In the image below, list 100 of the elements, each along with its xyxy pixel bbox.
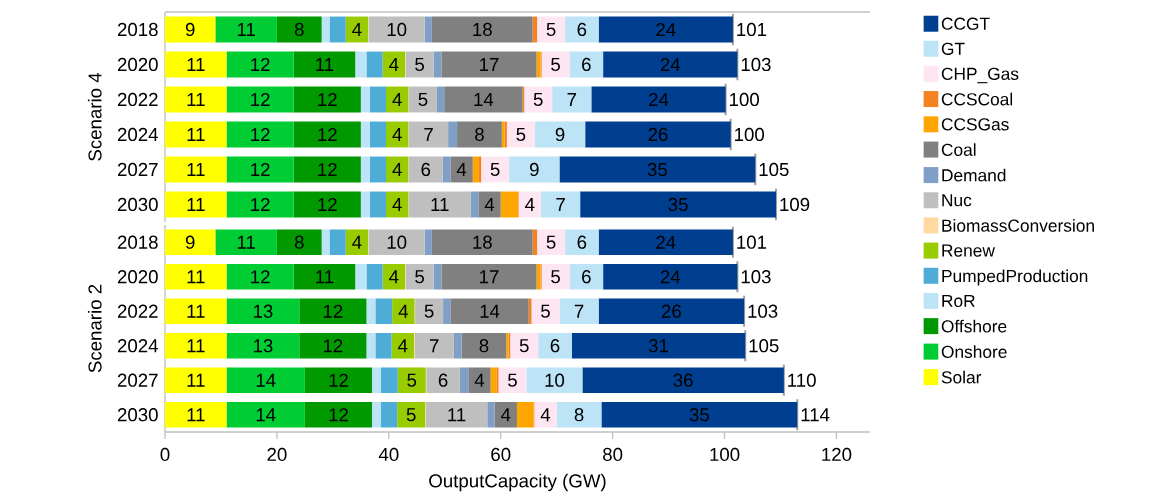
legend-label: CCGT xyxy=(941,17,990,30)
legend-label: Demand xyxy=(942,168,1006,182)
data-label: 7 xyxy=(429,339,439,353)
data-label: 5 xyxy=(546,235,556,249)
data-label: 6 xyxy=(577,235,587,249)
y-axis-title: Scenario 2 xyxy=(87,284,102,373)
data-label: 5 xyxy=(508,373,517,387)
data-label: 5 xyxy=(407,373,417,387)
data-label: 5 xyxy=(551,270,560,284)
data-label: 4 xyxy=(474,373,485,387)
x-tick-label: 0 xyxy=(160,447,170,462)
data-label: 11 xyxy=(316,58,334,71)
y-tick-label: 2024 xyxy=(117,127,158,142)
legend-label: RoR xyxy=(942,294,975,308)
y-tick-label: 2027 xyxy=(117,162,158,177)
data-label: 11 xyxy=(187,339,205,353)
total-label: 105 xyxy=(759,162,789,177)
data-label: 11 xyxy=(237,23,255,36)
data-label: 4 xyxy=(352,235,362,249)
total-label: 100 xyxy=(730,92,759,107)
data-label: 11 xyxy=(187,198,205,211)
data-label: 12 xyxy=(329,373,348,387)
data-label: 13 xyxy=(253,304,273,318)
data-label: 35 xyxy=(689,408,709,422)
data-label: 4 xyxy=(389,270,399,284)
y-tick-label: 2027 xyxy=(117,373,158,387)
data-label: 11 xyxy=(431,198,449,211)
legend-label: Coal xyxy=(941,143,976,156)
data-label: 5 xyxy=(406,408,416,422)
total-label: 103 xyxy=(741,270,771,284)
x-tick-label: 20 xyxy=(267,447,287,462)
data-label: 8 xyxy=(574,408,584,422)
data-label: 5 xyxy=(490,162,500,177)
y-axis-title: Scenario 4 xyxy=(87,72,102,161)
x-tick-label: 100 xyxy=(710,447,740,462)
data-label: 5 xyxy=(424,304,434,318)
data-label: 5 xyxy=(516,127,526,142)
data-label: 5 xyxy=(415,57,424,72)
y-tick-label: 2018 xyxy=(117,235,158,249)
y-tick-label: 2022 xyxy=(117,304,158,318)
legend-label: CCSCoal xyxy=(941,92,1013,106)
y-tick-label: 2024 xyxy=(117,339,158,353)
total-label: 103 xyxy=(748,304,778,318)
data-label: 5 xyxy=(418,92,428,107)
data-label: 6 xyxy=(550,339,560,353)
total-label: 103 xyxy=(741,57,771,72)
data-label: 8 xyxy=(294,235,304,249)
data-label: 11 xyxy=(187,373,205,387)
data-label: 4 xyxy=(392,198,402,211)
data-label: 5 xyxy=(533,92,543,107)
data-label: 4 xyxy=(392,128,402,141)
data-label: 11 xyxy=(187,163,205,176)
x-tick-label: 120 xyxy=(822,447,852,462)
data-label: 35 xyxy=(668,197,688,212)
total-label: 101 xyxy=(737,235,767,249)
total-label: 101 xyxy=(737,22,767,37)
data-label: 36 xyxy=(673,373,693,387)
x-tick-label: 40 xyxy=(378,447,399,462)
legend-label: Nuc xyxy=(942,194,972,207)
legend-label: CCSGas xyxy=(941,118,1009,131)
data-label: 18 xyxy=(473,22,492,37)
data-label: 4 xyxy=(540,408,551,422)
data-label: 11 xyxy=(237,235,255,249)
legend-label: Onshore xyxy=(941,345,1007,358)
data-label: 8 xyxy=(294,22,304,37)
data-label: 12 xyxy=(251,57,270,72)
data-label: 24 xyxy=(660,270,681,284)
data-label: 4 xyxy=(525,198,535,211)
data-label: 12 xyxy=(251,197,270,211)
data-label: 9 xyxy=(185,235,195,249)
data-label: 11 xyxy=(187,270,205,284)
y-tick-label: 2020 xyxy=(117,57,158,72)
data-label: 5 xyxy=(415,270,424,284)
data-label: 10 xyxy=(387,235,407,249)
data-label: 11 xyxy=(316,270,334,284)
data-label: 11 xyxy=(187,304,205,318)
y-tick-label: 2030 xyxy=(117,197,158,212)
data-label: 14 xyxy=(256,373,276,387)
data-label: 26 xyxy=(648,127,668,142)
data-label: 7 xyxy=(567,93,577,106)
data-label: 4 xyxy=(389,58,399,71)
data-label: 7 xyxy=(574,304,584,318)
data-label: 10 xyxy=(387,22,407,37)
data-label: 18 xyxy=(473,235,492,249)
data-label: 35 xyxy=(647,162,667,177)
legend-label: PumpedProduction xyxy=(942,269,1088,286)
data-label: 9 xyxy=(529,162,539,177)
data-label: 7 xyxy=(556,198,565,211)
x-tick-label: 60 xyxy=(491,447,511,462)
legend-label: Solar xyxy=(941,370,982,384)
data-label: 12 xyxy=(318,162,337,176)
data-label: 6 xyxy=(577,22,587,37)
data-label: 10 xyxy=(545,373,565,387)
data-label: 7 xyxy=(424,128,433,141)
data-label: 17 xyxy=(480,58,499,71)
data-label: 9 xyxy=(185,22,195,37)
data-label: 9 xyxy=(555,127,565,142)
y-tick-label: 2020 xyxy=(117,270,158,284)
legend-label: Offshore xyxy=(941,319,1007,333)
data-label: 4 xyxy=(352,23,362,36)
